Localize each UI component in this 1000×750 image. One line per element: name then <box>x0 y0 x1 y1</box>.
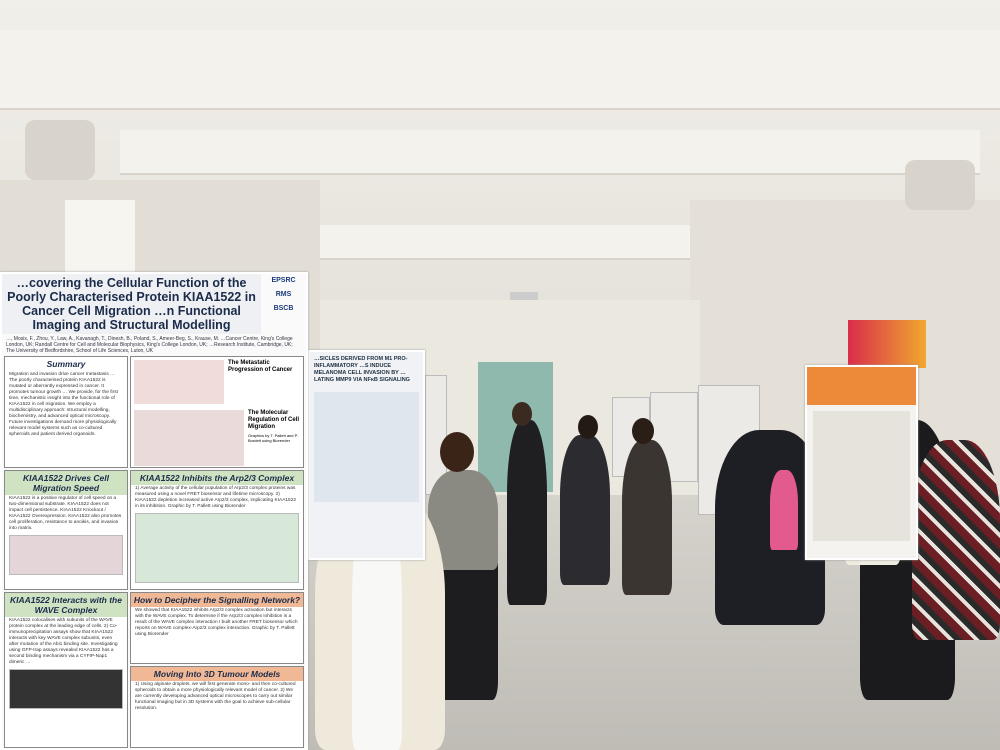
section-text: 1) Using alginate droplets, we will firs… <box>135 682 296 711</box>
poster-orange <box>805 365 918 560</box>
section-arp23: KIAA1522 Inhibits the Arp2/3 Complex 1) … <box>130 470 304 590</box>
person <box>622 440 672 595</box>
sponsor-logos: EPSRC RMS BSCB <box>261 274 306 316</box>
section-title: Summary <box>46 359 86 369</box>
migration-figure <box>134 410 244 466</box>
poster-title: …covering the Cellular Function of the P… <box>2 274 261 334</box>
figure-label: The Molecular Regulation of Cell Migrati… <box>248 410 299 430</box>
person <box>507 420 547 605</box>
section-summary: Summary Migration and invasion drive can… <box>4 356 128 468</box>
person-head <box>440 432 474 472</box>
section-wave-complex: KIAA1522 Interacts with the WAVE Complex… <box>4 592 128 748</box>
window-light <box>65 200 135 280</box>
poster-header: …covering the Cellular Function of the P… <box>2 274 306 334</box>
section-text: 1) Average activity of the cellular popu… <box>135 486 297 509</box>
section-migration-speed: KIAA1522 Drives Cell Migration Speed KIA… <box>4 470 128 590</box>
poster-body: Summary Migration and invasion drive can… <box>2 356 306 748</box>
figure-credit: Graphics by T. Pallett and P. Burdett us… <box>248 433 298 443</box>
poster-left-column: Summary Migration and invasion drive can… <box>4 356 128 748</box>
person-plaid-shirt <box>912 440 1000 640</box>
section-text: KIAA1522 colocalises with subunits of th… <box>9 618 118 665</box>
diagram-row: The Molecular Regulation of Cell Migrati… <box>131 407 303 467</box>
ceiling-beam <box>120 130 980 175</box>
section-text: KIAA1522 is a positive regulator of cell… <box>9 496 122 531</box>
poster-melanoma: …SICLES DERIVED FROM M1 PRO-INFLAMMATORY… <box>308 350 425 560</box>
ceiling-beam <box>0 30 1000 110</box>
section-text: We showed that KIAA1522 inhibits Arp2/3 … <box>135 608 298 637</box>
person-head <box>632 418 654 444</box>
poster-title: …SICLES DERIVED FROM M1 PRO-INFLAMMATORY… <box>314 356 410 383</box>
figure-label-group: The Molecular Regulation of Cell Migrati… <box>248 410 300 466</box>
person-head <box>578 415 598 439</box>
section-3d-tumour: Moving Into 3D Tumour Models 1) Using al… <box>130 666 304 748</box>
logo-epsrc: EPSRC <box>271 277 296 284</box>
section-title: How to Decipher the Signalling Network? <box>131 593 303 607</box>
plots-figure <box>9 535 123 575</box>
wall-artwork <box>848 320 926 368</box>
section-text: Migration and invasion drive cancer meta… <box>9 372 118 437</box>
person <box>560 435 610 585</box>
poster-authors: …, Mosis, F., Zhou, Y., Law, A., Kavanag… <box>6 336 293 354</box>
column-capital <box>905 160 975 210</box>
section-title: Moving Into 3D Tumour Models <box>131 667 303 681</box>
section-title: KIAA1522 Interacts with the WAVE Complex <box>5 593 127 617</box>
logo-bscb: BSCB <box>273 305 294 312</box>
logo-rms: RMS <box>275 291 292 298</box>
section-title: KIAA1522 Drives Cell Migration Speed <box>5 471 127 495</box>
microscopy-figure <box>9 669 123 709</box>
poster-figures <box>813 411 910 541</box>
microscopy-figure <box>135 513 299 583</box>
tote-bag <box>770 470 798 550</box>
section-title: KIAA1522 Inhibits the Arp2/3 Complex <box>131 471 303 485</box>
person-head <box>512 402 532 426</box>
section-signalling-network: How to Decipher the Signalling Network? … <box>130 592 304 664</box>
column-capital <box>25 120 95 180</box>
section-diagrams: The Metastatic Progression of Cancer The… <box>130 356 304 468</box>
metastasis-figure <box>134 360 224 404</box>
poster-right-column: The Metastatic Progression of Cancer The… <box>130 356 304 748</box>
figure-label: The Metastatic Progression of Cancer <box>228 360 293 373</box>
diagram-row: The Metastatic Progression of Cancer <box>131 357 303 407</box>
poster-header <box>807 367 916 405</box>
main-poster-kiaa1522: …covering the Cellular Function of the P… <box>0 272 308 750</box>
poster-figures <box>314 392 419 502</box>
